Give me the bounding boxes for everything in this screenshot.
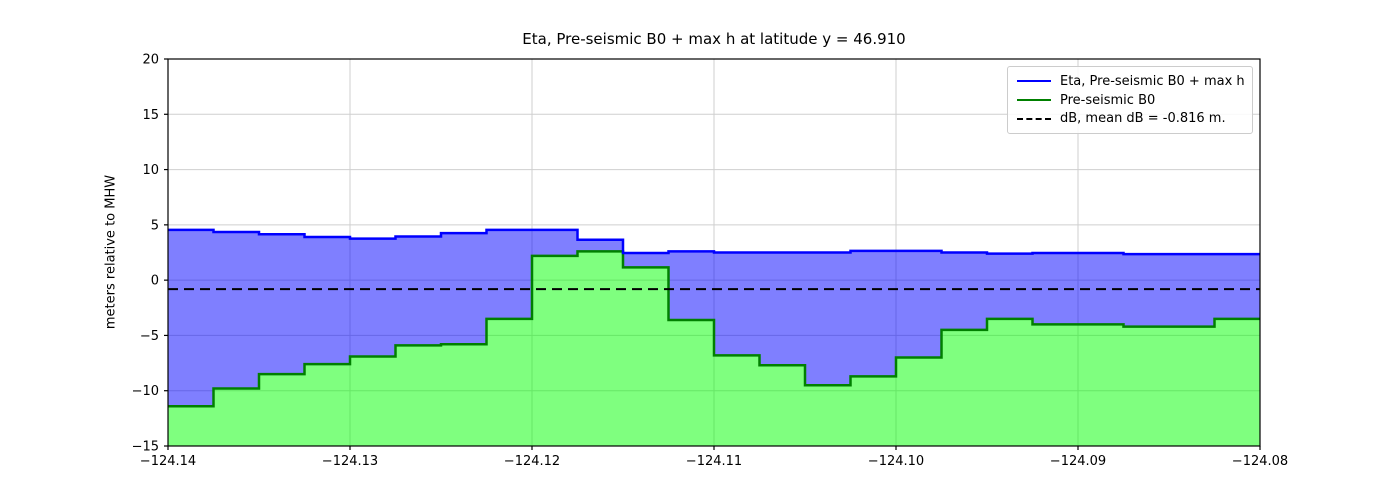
x-tick-label: −124.11 xyxy=(686,454,742,469)
y-tick-label: −15 xyxy=(132,440,159,455)
y-axis-label: meters relative to MHW xyxy=(103,174,119,330)
eta-line-swatch xyxy=(1017,80,1051,83)
legend-label-db: dB, mean dB = -0.816 m. xyxy=(1060,111,1226,127)
y-tick-label: 15 xyxy=(142,108,159,123)
x-tick-label: −124.09 xyxy=(1050,454,1106,469)
y-tick-label: 20 xyxy=(142,53,159,68)
y-tick-label: −5 xyxy=(140,329,159,344)
legend: Eta, Pre-seismic B0 + max h Pre-seismic … xyxy=(1007,66,1253,134)
eta-fill xyxy=(168,229,1260,407)
legend-item-b0: Pre-seismic B0 xyxy=(1017,91,1243,110)
legend-item-db: dB, mean dB = -0.816 m. xyxy=(1017,109,1243,128)
y-tick-label: 5 xyxy=(151,218,159,233)
b0-line xyxy=(168,250,1260,408)
x-tick-label: −124.12 xyxy=(504,454,560,469)
x-tick-label: −124.13 xyxy=(322,454,378,469)
db-dashed-swatch xyxy=(1017,117,1051,120)
x-tick-label: −124.08 xyxy=(1232,454,1288,469)
chart-title: Eta, Pre-seismic B0 + max h at latitude … xyxy=(522,30,906,48)
b0-line-swatch xyxy=(1017,99,1051,101)
x-tick-label: −124.14 xyxy=(140,454,196,469)
y-tick-label: 0 xyxy=(151,274,159,289)
y-tick-label: 10 xyxy=(142,163,159,178)
legend-item-eta: Eta, Pre-seismic B0 + max h xyxy=(1017,72,1245,91)
eta-line xyxy=(168,228,1260,256)
x-tick-label: −124.10 xyxy=(868,454,924,469)
legend-label-eta: Eta, Pre-seismic B0 + max h xyxy=(1060,73,1245,89)
y-tick-label: −10 xyxy=(132,384,159,399)
legend-label-b0: Pre-seismic B0 xyxy=(1060,92,1156,108)
